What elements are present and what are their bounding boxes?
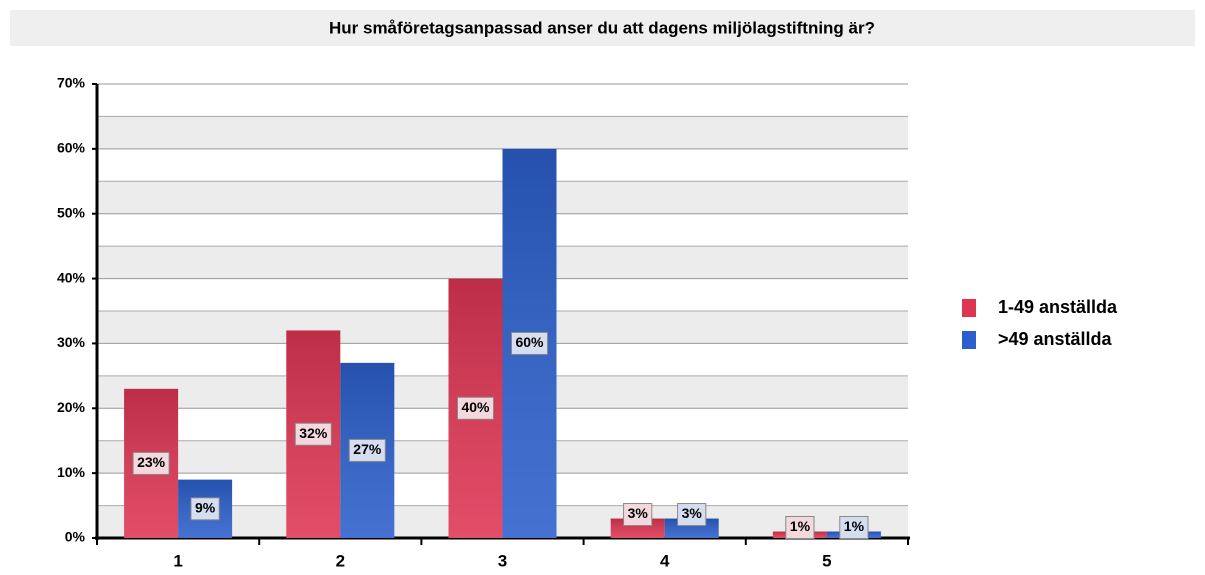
value-label: 9% [195,500,216,516]
value-label-box [785,516,815,540]
value-label: 32% [299,425,328,441]
value-label: 60% [515,334,544,350]
y-tick-label: 70% [57,75,86,91]
y-tick-label: 50% [57,204,86,220]
title-bar [10,10,1195,46]
value-label: 3% [628,505,649,521]
x-tick-label: 3 [498,551,507,570]
value-label: 23% [137,454,166,470]
grid-band [97,116,908,149]
y-tick-label: 0% [65,529,86,545]
value-label: 1% [844,518,865,534]
value-label: 27% [353,441,382,457]
value-label: 1% [790,518,811,534]
value-label-box [677,503,707,527]
y-tick-label: 10% [57,464,86,480]
x-tick-label: 1 [173,551,182,570]
x-tick-label: 5 [822,551,831,570]
x-tick-label: 2 [336,551,345,570]
legend-swatch [962,331,976,349]
value-label: 40% [461,399,490,415]
value-label-box [348,438,386,462]
value-label-box [456,396,495,420]
value-label-box [510,331,549,355]
legend-swatch [962,299,976,317]
value-label-box [623,503,653,527]
y-tick-label: 20% [57,399,86,415]
value-label-box [132,451,170,475]
value-label-box [190,497,220,521]
chart-title: Hur småföretagsanpassad anser du att dag… [329,18,875,37]
value-label-box [294,422,332,446]
y-tick-label: 40% [57,269,86,285]
y-tick-label: 60% [57,140,86,156]
x-tick-label: 4 [660,551,670,570]
legend-label: 1-49 anställda [998,297,1118,317]
y-tick-label: 30% [57,334,86,350]
value-label-box [839,516,869,540]
legend-label: >49 anställda [998,329,1113,349]
value-label: 3% [682,505,703,521]
